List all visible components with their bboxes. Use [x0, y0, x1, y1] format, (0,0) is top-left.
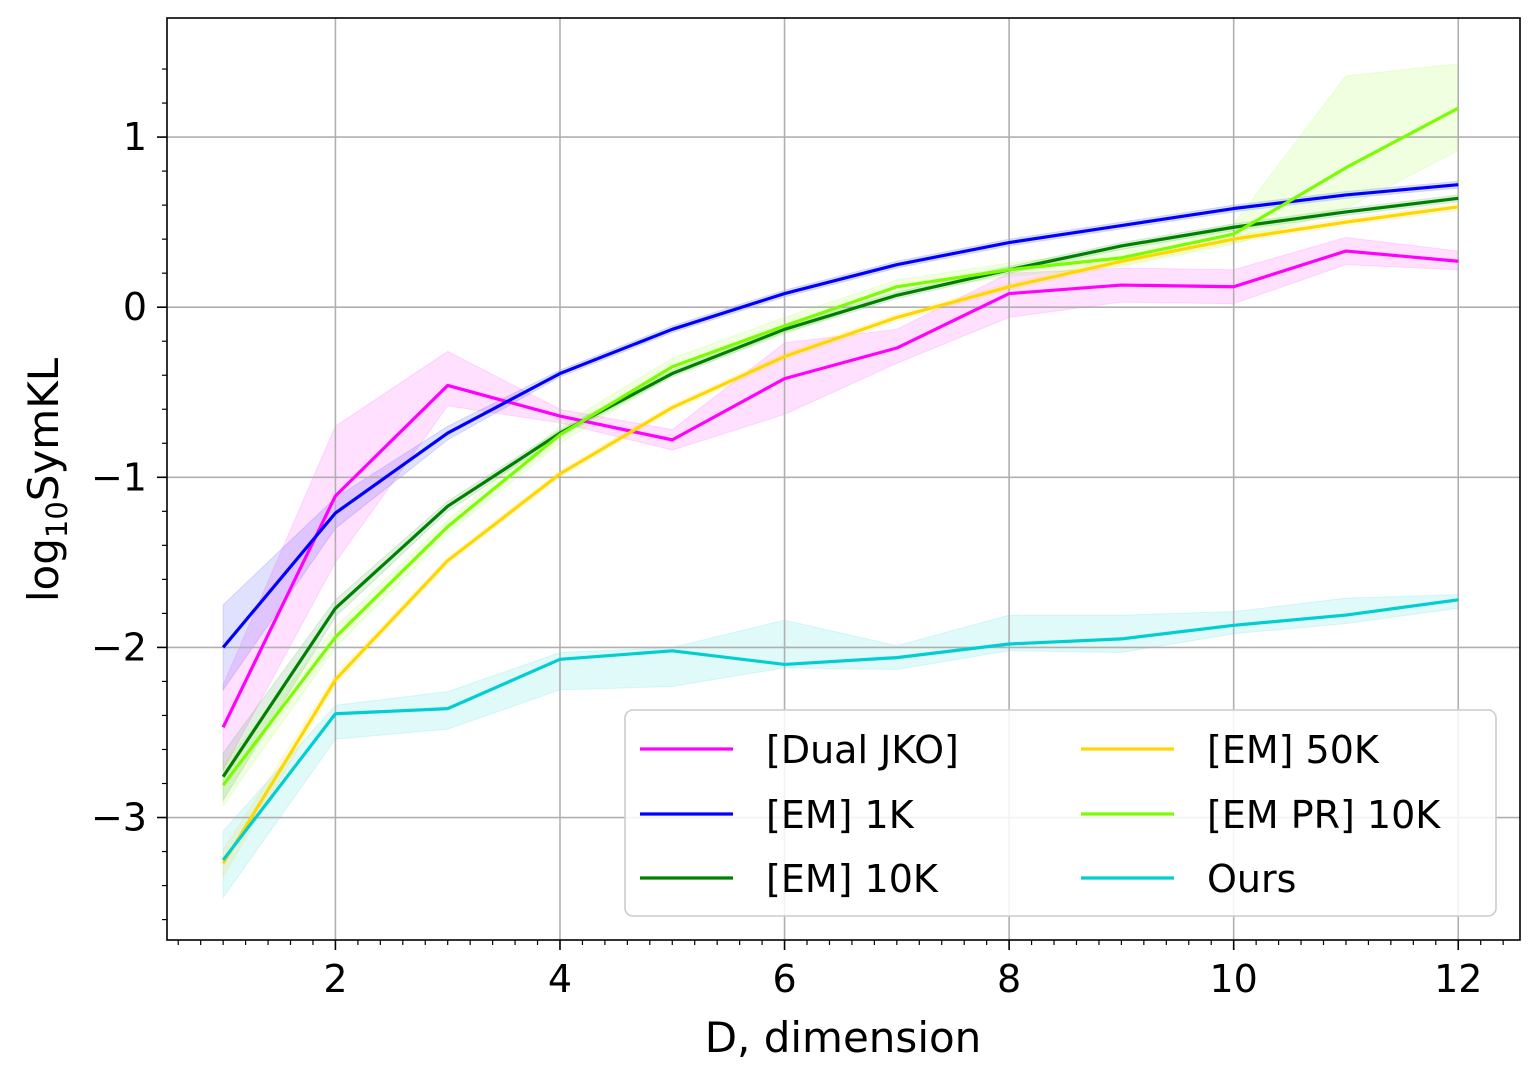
y-tick-label: −2: [91, 625, 147, 669]
y-axis-label-log: log: [19, 538, 68, 602]
y-axis-label-symkl: SymKL: [19, 357, 68, 501]
y-axis-label: log10SymKL: [19, 357, 74, 602]
legend-label: [Dual JKO]: [766, 728, 959, 772]
y-tick-label: 1: [123, 115, 147, 159]
svg-text:log10SymKL: log10SymKL: [19, 357, 74, 602]
series-line: [221, 249, 1459, 729]
x-tick-label: 4: [548, 957, 572, 1001]
x-tick-label: 10: [1210, 957, 1258, 1001]
series-line: [221, 183, 1459, 649]
x-tick-label: 2: [323, 957, 347, 1001]
x-axis-label: D, dimension: [705, 1013, 982, 1062]
y-tick-label: −1: [91, 455, 147, 499]
legend-label: Ours: [1207, 857, 1296, 901]
x-tick-label: 8: [997, 957, 1021, 1001]
legend-label: [EM] 50K: [1207, 728, 1380, 772]
legend-box: [624, 709, 1497, 917]
y-axis-label-subscript: 10: [40, 501, 74, 538]
series-line: [221, 598, 1459, 862]
series-line: [221, 106, 1459, 787]
y-tick-label: −3: [91, 796, 147, 840]
legend-label: [EM] 10K: [766, 857, 939, 901]
legend-label: [EM PR] 10K: [1207, 793, 1441, 837]
series-lines: [221, 106, 1459, 865]
x-tick-label: 12: [1434, 957, 1482, 1001]
legend: [Dual JKO] [EM] 1K [EM] 10K [EM] 50K [EM PR]…: [624, 709, 1497, 917]
plot-frame: [166, 17, 1521, 941]
series-line: [221, 205, 1459, 865]
x-tick-label: 6: [772, 957, 796, 1001]
legend-label: [EM] 1K: [766, 793, 915, 837]
confidence-band: [222, 236, 1459, 771]
axes: 2 4 6 8 10 12 −3 −2 −1 0 1: [91, 17, 1521, 1001]
y-tick-label: 0: [123, 285, 147, 329]
